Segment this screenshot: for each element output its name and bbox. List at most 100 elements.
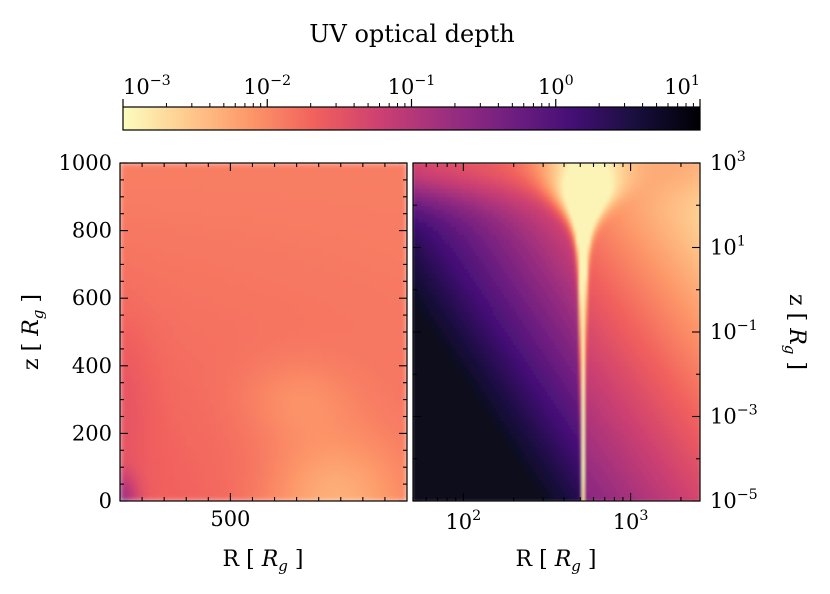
- right-heatmap-cell: [435, 339, 440, 346]
- right-heatmap-cell: [478, 255, 483, 261]
- left-heatmap-cell: [292, 464, 300, 472]
- left-heatmap-cell: [203, 409, 211, 417]
- right-heatmap-cell: [444, 411, 448, 417]
- left-heatmap-cell: [328, 163, 336, 170]
- left-heatmap-cell: [364, 325, 372, 333]
- left-heatmap-cell: [143, 482, 151, 490]
- right-heatmap-cell: [455, 335, 460, 341]
- left-heatmap-cell: [120, 247, 127, 255]
- right-heatmap-cell: [441, 373, 446, 379]
- left-heatmap-cell: [239, 422, 247, 430]
- left-heatmap-cell: [292, 240, 300, 248]
- right-heatmap-cell: [481, 352, 486, 358]
- left-y-tick-label: 1000: [59, 151, 112, 175]
- left-heatmap-cell: [131, 313, 139, 321]
- right-heatmap-cell: [481, 221, 486, 227]
- right-heatmap-cell: [446, 344, 451, 350]
- right-heatmap-cell: [478, 293, 483, 299]
- right-heatmap-cell: [444, 399, 448, 405]
- left-heatmap-cell: [233, 283, 241, 291]
- left-heatmap-cell: [358, 204, 366, 212]
- right-heatmap-cell: [438, 361, 443, 367]
- right-heatmap-cell: [423, 242, 428, 248]
- left-heatmap-cell: [215, 470, 223, 478]
- left-heatmap-cell: [191, 331, 199, 339]
- right-heatmap-cell: [461, 175, 466, 181]
- left-heatmap-cell: [286, 198, 294, 206]
- right-heatmap-cell: [458, 348, 463, 354]
- left-heatmap-cell: [328, 198, 336, 206]
- right-heatmap-cell: [449, 163, 454, 168]
- left-heatmap-cell: [155, 234, 163, 242]
- right-heatmap-cell: [449, 344, 454, 350]
- right-heatmap-cell: [458, 496, 463, 501]
- left-heatmap-cell: [376, 198, 384, 206]
- right-heatmap-cell: [415, 255, 420, 261]
- right-heatmap-cell: [469, 268, 474, 274]
- left-heatmap-cell: [143, 271, 151, 279]
- right-heatmap-cell: [418, 251, 423, 257]
- left-heatmap-cell: [400, 163, 407, 170]
- left-heatmap-cell: [155, 289, 163, 297]
- left-heatmap-cell: [364, 397, 372, 405]
- right-heatmap-cell: [423, 301, 428, 308]
- right-heatmap-cell: [418, 196, 423, 202]
- left-heatmap-cell: [221, 319, 229, 327]
- right-heatmap-cell: [472, 348, 477, 354]
- left-heatmap-cell: [316, 355, 324, 363]
- left-heatmap-cell: [233, 434, 241, 442]
- right-heatmap-cell: [444, 259, 448, 265]
- left-heatmap-cell: [143, 488, 151, 496]
- left-heatmap-cell: [245, 307, 253, 315]
- left-heatmap-cell: [328, 307, 336, 315]
- left-heatmap-cell: [394, 301, 402, 309]
- right-heatmap-cell: [461, 217, 466, 223]
- right-heatmap-cell: [446, 479, 451, 485]
- right-heatmap-cell: [472, 390, 477, 396]
- right-heatmap-cell: [423, 458, 428, 464]
- left-heatmap-cell: [304, 458, 312, 466]
- left-heatmap-cell: [257, 343, 264, 351]
- right-heatmap-cell: [478, 377, 483, 384]
- left-heatmap-cell: [340, 494, 348, 501]
- right-heatmap-cell: [449, 285, 454, 291]
- left-heatmap-cell: [292, 307, 300, 315]
- left-heatmap-cell: [286, 355, 294, 363]
- left-heatmap-cell: [125, 349, 133, 357]
- right-heatmap-cell: [449, 289, 454, 295]
- left-heatmap-cell: [400, 494, 407, 501]
- left-heatmap-cell: [316, 247, 324, 255]
- right-heatmap-cell: [452, 183, 457, 189]
- left-heatmap-cell: [191, 234, 199, 242]
- left-heatmap-cell: [274, 301, 282, 309]
- left-heatmap-cell: [280, 452, 288, 460]
- right-heatmap-cell: [472, 310, 477, 316]
- left-heatmap-cell: [125, 319, 133, 327]
- left-heatmap-cell: [120, 265, 127, 273]
- left-heatmap-cell: [233, 470, 241, 478]
- left-heatmap-cell: [268, 277, 276, 285]
- left-heatmap-cell: [245, 295, 253, 303]
- right-heatmap-cell: [487, 314, 491, 320]
- left-heatmap-cell: [274, 446, 282, 454]
- right-heatmap-cell: [469, 242, 474, 248]
- left-heatmap-cell: [149, 331, 157, 339]
- right-heatmap-cell: [426, 183, 431, 189]
- left-heatmap-cell: [131, 192, 139, 200]
- left-heatmap-cell: [120, 216, 127, 224]
- right-heatmap-cell: [446, 272, 451, 278]
- left-heatmap-cell: [298, 325, 306, 333]
- right-heatmap-cell: [449, 496, 454, 501]
- right-heatmap-cell: [464, 187, 469, 194]
- left-heatmap-cell: [125, 295, 133, 303]
- left-heatmap-cell: [131, 289, 139, 297]
- left-heatmap-cell: [155, 313, 163, 321]
- right-heatmap-cell: [429, 416, 434, 422]
- right-heatmap-cell: [415, 301, 420, 308]
- left-heatmap-cell: [155, 331, 163, 339]
- left-heatmap-cell: [388, 482, 396, 490]
- right-heatmap-cell: [489, 428, 494, 434]
- right-heatmap-cell: [469, 247, 474, 253]
- right-heatmap-cell: [415, 323, 420, 329]
- left-heatmap-cell: [245, 163, 253, 170]
